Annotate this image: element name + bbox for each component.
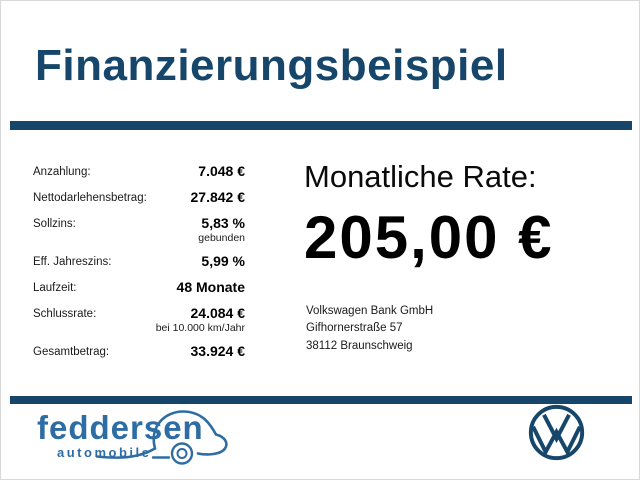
- table-row: Laufzeit: 48 Monate: [33, 279, 245, 296]
- page-title: Finanzierungsbeispiel: [35, 41, 508, 90]
- row-label: Gesamtbetrag:: [33, 346, 110, 358]
- dealer-name: feddersen: [37, 409, 204, 446]
- table-row: Nettodarlehensbetrag: 27.842 €: [33, 189, 245, 206]
- row-value: 24.084 €: [190, 305, 246, 321]
- row-value: 33.924 €: [190, 343, 246, 359]
- finance-table: Anzahlung: 7.048 € Nettodarlehensbetrag:…: [33, 163, 245, 369]
- row-label: Laufzeit:: [33, 282, 77, 294]
- vw-logo: [528, 404, 585, 461]
- row-label: Eff. Jahreszins:: [33, 256, 112, 268]
- divider-bar-top: [10, 121, 632, 130]
- table-row: Anzahlung: 7.048 €: [33, 163, 245, 180]
- monthly-rate-value: 205,00 €: [304, 204, 554, 271]
- row-label: Anzahlung:: [33, 166, 91, 178]
- bank-address: Volkswagen Bank GmbH Gifhornerstraße 57 …: [306, 303, 433, 355]
- row-value: 48 Monate: [176, 279, 245, 295]
- table-row: Gesamtbetrag: 33.924 €: [33, 343, 245, 360]
- bank-street: Gifhornerstraße 57: [306, 322, 403, 335]
- table-row: Sollzins: 5,83 % gebunden: [33, 215, 245, 244]
- row-label: Schlussrate:: [33, 308, 97, 320]
- monthly-rate-label: Monatliche Rate:: [304, 159, 537, 194]
- monthly-rate-block: Monatliche Rate: 205,00 €: [304, 159, 624, 272]
- row-note: bei 10.000 km/Jahr: [155, 322, 245, 334]
- bank-name: Volkswagen Bank GmbH: [306, 305, 434, 317]
- car-sketch-icon: [95, 410, 228, 465]
- row-value: 5,83 %: [201, 215, 245, 231]
- row-label: Sollzins:: [33, 218, 76, 230]
- divider-bar-bottom: [10, 396, 632, 404]
- row-note: gebunden: [198, 232, 245, 244]
- row-value: 5,99 %: [201, 253, 245, 269]
- bank-city: 38112 Braunschweig: [306, 339, 413, 352]
- table-row: Eff. Jahreszins: 5,99 %: [33, 253, 245, 270]
- dealer-logo: feddersen automobile: [37, 401, 257, 476]
- row-label: Nettodarlehensbetrag:: [33, 192, 147, 204]
- row-value: 27.842 €: [190, 189, 246, 205]
- table-row: Schlussrate: 24.084 € bei 10.000 km/Jahr: [33, 305, 245, 334]
- row-value: 7.048 €: [198, 163, 245, 179]
